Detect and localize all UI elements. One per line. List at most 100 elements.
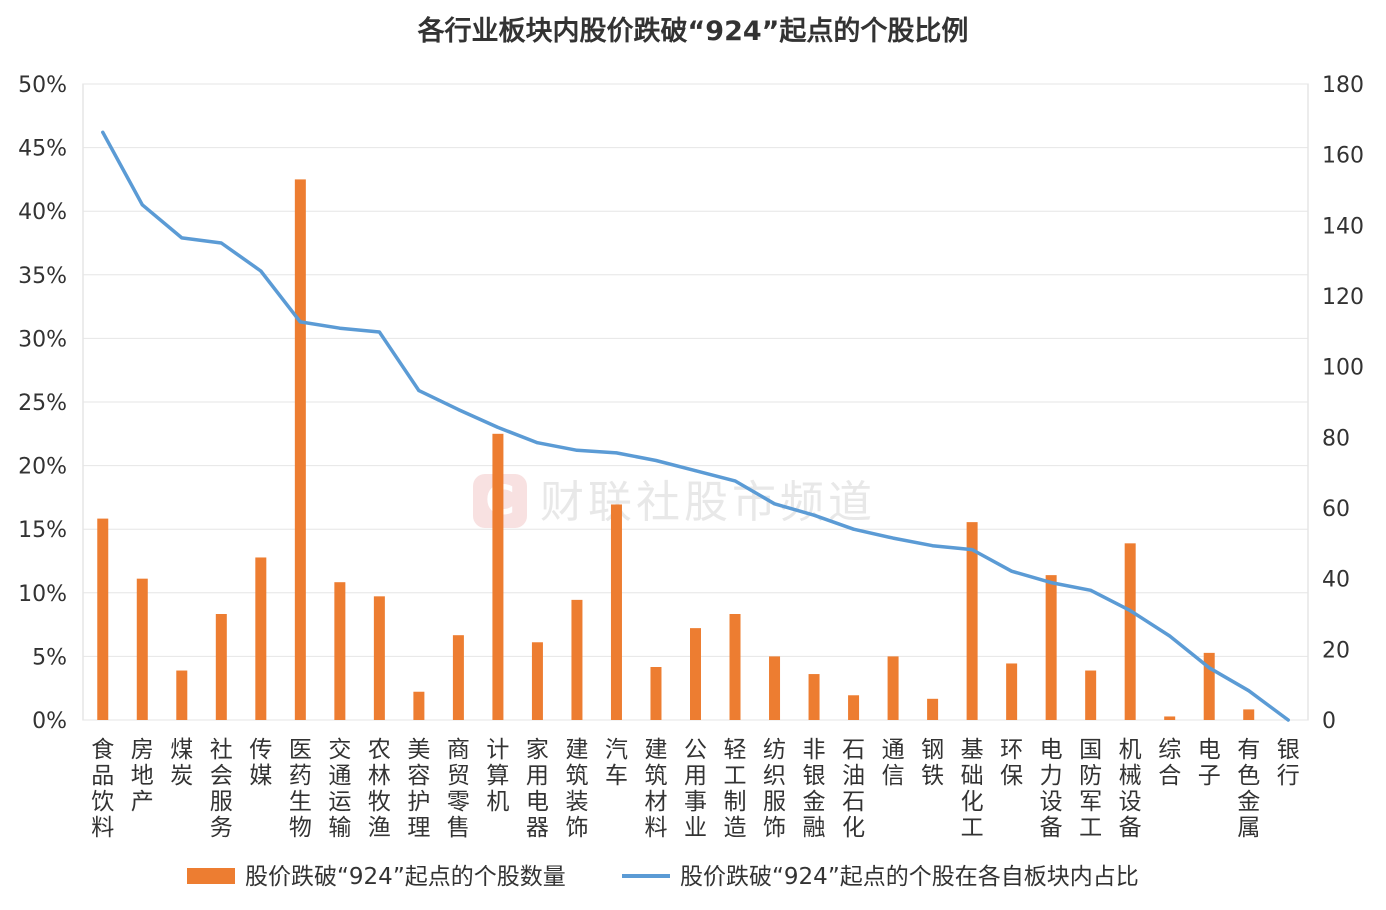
bar	[452, 635, 464, 720]
bar	[136, 578, 148, 720]
category-label: 机械设备	[1119, 737, 1142, 841]
bar	[690, 628, 701, 720]
line-point	[259, 269, 263, 273]
category-label: 公用事业	[684, 737, 707, 841]
bar	[571, 599, 583, 720]
bar	[373, 596, 385, 720]
legend: 股价跌破“924”起点的个股数量 股价跌破“924”起点的个股在各自板块内占比	[187, 864, 1139, 890]
right-axis-tick-label: 100	[1322, 356, 1364, 381]
right-axis-tick-label: 180	[1322, 73, 1364, 98]
bar	[294, 179, 306, 720]
category-label: 基础化工	[961, 737, 984, 841]
category-label: 建筑材料	[644, 737, 667, 841]
category-label: 建筑装饰	[565, 737, 588, 841]
line-point	[614, 451, 618, 455]
left-axis-tick-label: 30%	[18, 327, 67, 352]
right-axis-tick-label: 40	[1322, 568, 1350, 593]
category-label: 电子	[1198, 737, 1221, 789]
line-point	[575, 448, 579, 452]
bar	[1124, 543, 1136, 720]
left-axis-tick-label: 40%	[18, 200, 67, 225]
left-axis-tick-label: 20%	[18, 455, 67, 480]
watermark: C财联社股市频道	[473, 474, 876, 528]
category-label: 食品饮料	[91, 737, 114, 841]
grid-lines	[82, 83, 1309, 721]
category-label: 银行	[1277, 737, 1300, 789]
line-point	[1207, 666, 1211, 670]
line-point	[377, 330, 381, 334]
bar	[650, 667, 662, 720]
category-label: 纺织服饰	[763, 737, 786, 841]
left-axis-tick-label: 5%	[32, 645, 67, 670]
line-point	[1247, 689, 1251, 693]
bar	[215, 614, 227, 720]
bar	[808, 674, 820, 720]
bar	[1243, 709, 1255, 720]
category-label: 轻工制造	[724, 737, 747, 841]
category-label: 房地产	[131, 737, 154, 815]
bar	[413, 691, 425, 720]
category-label: 通信	[882, 737, 905, 789]
line-point	[298, 320, 302, 324]
line-point	[931, 544, 935, 548]
category-label: 医药生物	[289, 737, 312, 841]
bar	[1203, 652, 1215, 720]
category-label: 石油石化	[842, 737, 865, 841]
chart-title: 各行业板块内股价跌破“924”起点的个股比例	[417, 15, 969, 47]
line-point	[219, 241, 223, 245]
left-axis-tick-label: 15%	[18, 518, 67, 543]
bar	[729, 614, 741, 720]
line-point	[812, 513, 816, 517]
category-label: 汽车	[605, 737, 628, 789]
line-point	[970, 548, 974, 552]
bar	[97, 518, 109, 720]
left-axis-tick-label: 0%	[32, 709, 67, 734]
watermark-text: 财联社股市频道	[540, 477, 876, 528]
line-point	[535, 441, 539, 445]
line-point	[891, 536, 895, 540]
line-point	[1128, 609, 1132, 613]
bar	[610, 504, 622, 720]
legend-line-label: 股价跌破“924”起点的个股在各自板块内占比	[680, 864, 1139, 890]
category-label: 非银金融	[803, 737, 826, 841]
bar	[887, 656, 899, 720]
line-point	[1168, 634, 1172, 638]
left-axis-tick-label: 45%	[18, 137, 67, 162]
bar	[927, 698, 939, 720]
right-y-axis: 0 20 40 60 80 100 120 140 160 180	[1322, 73, 1364, 734]
bar	[1085, 670, 1097, 720]
line-point	[417, 389, 421, 393]
bar	[769, 656, 781, 720]
category-label: 煤炭	[170, 737, 193, 789]
line-point	[1010, 569, 1014, 573]
line-point	[1049, 581, 1053, 585]
category-label: 农林牧渔	[368, 737, 391, 841]
line-point	[101, 130, 105, 134]
category-label: 有色金属	[1237, 737, 1260, 841]
right-axis-tick-label: 140	[1322, 214, 1364, 239]
line-point	[456, 408, 460, 412]
category-label: 社会服务	[210, 737, 233, 841]
line-point	[852, 527, 856, 531]
bar	[848, 695, 860, 720]
line-point	[694, 469, 697, 473]
right-axis-tick-label: 160	[1322, 144, 1364, 169]
bar	[531, 642, 543, 720]
category-label: 家用电器	[526, 737, 549, 841]
left-y-axis: 0% 5% 10% 15% 20% 25% 30% 35% 40% 45% 50%	[18, 73, 67, 734]
right-axis-tick-label: 0	[1322, 709, 1336, 734]
bar	[966, 522, 978, 720]
left-axis-tick-label: 10%	[18, 582, 67, 607]
category-label: 商贸零售	[447, 737, 470, 841]
bar	[176, 670, 188, 720]
line-point	[773, 502, 777, 506]
bar	[334, 582, 346, 720]
right-axis-tick-label: 60	[1322, 497, 1350, 522]
line-point	[496, 425, 500, 429]
category-label: 计算机	[486, 737, 509, 815]
bar	[1164, 716, 1176, 720]
bar	[1006, 663, 1018, 720]
bar	[255, 557, 267, 720]
category-label: 国防军工	[1079, 737, 1102, 841]
